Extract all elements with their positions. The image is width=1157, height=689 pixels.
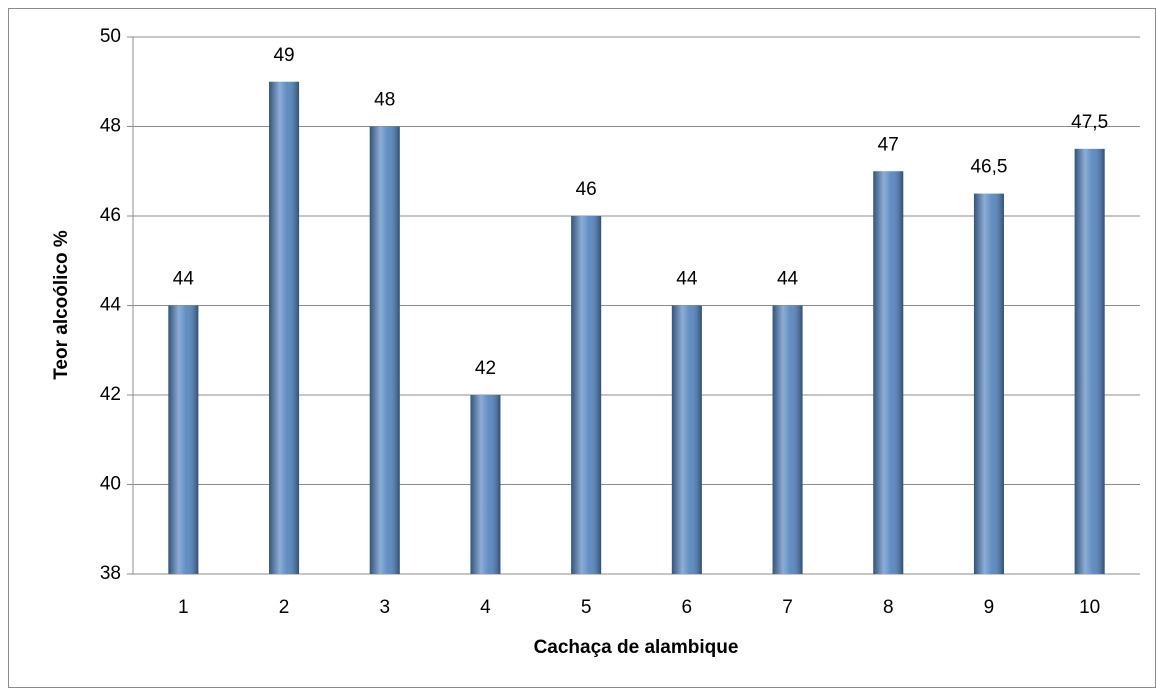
bar-shade	[269, 81, 300, 574]
y-tick-label: 40	[100, 474, 121, 495]
x-tick-label: 5	[581, 597, 592, 618]
data-label: 42	[475, 358, 496, 379]
bar-shade	[168, 305, 199, 574]
x-tick-label: 2	[279, 597, 290, 618]
x-tick-label: 3	[379, 597, 390, 618]
bar-shade	[571, 216, 602, 574]
bar-shade	[369, 126, 400, 574]
data-label: 47,5	[1071, 112, 1108, 133]
y-tick-label: 42	[100, 384, 121, 405]
x-tick-label: 9	[984, 597, 995, 618]
bar-shade	[1074, 148, 1105, 574]
data-label: 44	[173, 269, 195, 290]
bar-shade	[772, 305, 803, 574]
x-tick-label: 7	[782, 597, 793, 618]
bar-shade	[973, 193, 1004, 574]
x-tick-label: 6	[682, 597, 693, 618]
x-tick-label: 1	[178, 597, 189, 618]
labels: 3840424446485014424934844254664474484794…	[100, 26, 1108, 618]
data-label: 46	[576, 179, 597, 200]
y-tick-label: 48	[100, 116, 121, 137]
grid	[127, 36, 1140, 575]
data-label: 44	[676, 269, 698, 290]
y-axis-title: Teor alcoólico %	[51, 230, 72, 380]
y-tick-label: 38	[100, 563, 121, 584]
y-tick-label: 44	[100, 295, 122, 316]
bar-shade	[873, 171, 904, 574]
data-label: 48	[374, 90, 395, 111]
y-tick-label: 50	[100, 26, 121, 47]
bars	[168, 81, 1105, 574]
x-tick-label: 4	[480, 597, 491, 618]
data-label: 46,5	[970, 157, 1007, 178]
data-label: 49	[273, 45, 294, 66]
x-tick-label: 10	[1079, 597, 1100, 618]
x-tick-label: 8	[883, 597, 894, 618]
y-tick-label: 46	[100, 205, 121, 226]
bar-shade	[671, 305, 702, 574]
bar-shade	[470, 395, 501, 574]
x-axis-title: Cachaça de alambique	[534, 637, 739, 658]
data-label: 47	[878, 134, 899, 155]
data-label: 44	[777, 269, 799, 290]
